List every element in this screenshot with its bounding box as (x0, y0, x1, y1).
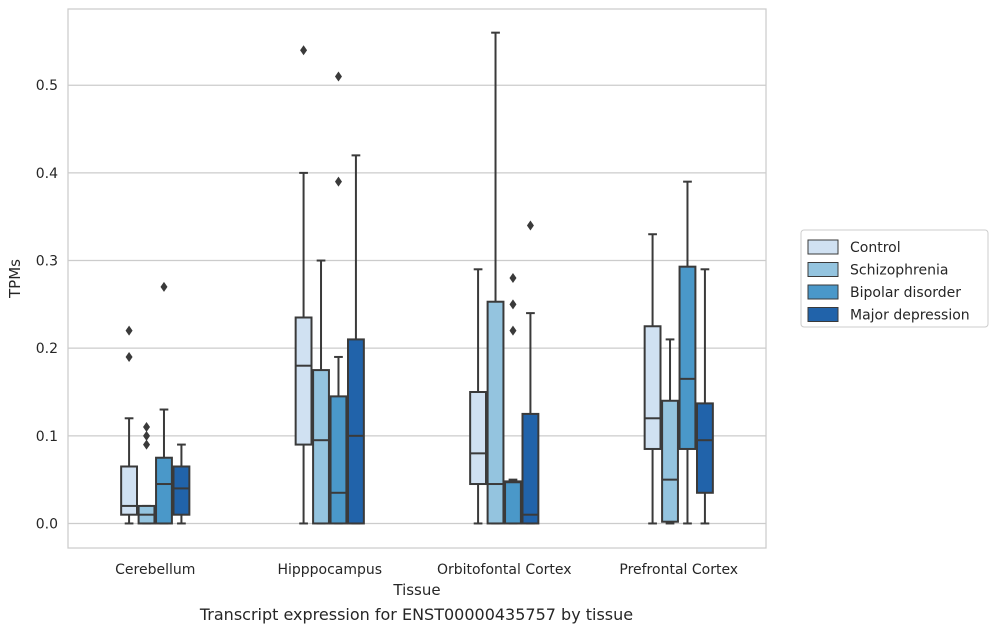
box-bipolar-disorder (678, 180, 697, 525)
outlier-point (160, 281, 168, 292)
box (294, 316, 313, 446)
outlier-point (143, 430, 151, 441)
legend-label: Major depression (850, 308, 970, 324)
legend: Control Schizophrenia Bipolar disorder Majo… (800, 229, 989, 328)
box-schizophrenia (137, 422, 156, 525)
legend-swatch (807, 307, 839, 322)
box-major-depression (347, 154, 365, 525)
boxes (120, 31, 714, 525)
box (172, 465, 191, 516)
box-bipolar-disorder (155, 281, 173, 525)
legend-frame (800, 229, 989, 328)
box-bipolar-disorder (504, 273, 522, 525)
box-schizophrenia (661, 338, 679, 525)
box-major-depression (172, 443, 191, 525)
box (155, 456, 173, 525)
box (347, 338, 365, 525)
y-tick-label: 0.5 (36, 78, 58, 94)
box-schizophrenia (312, 259, 330, 525)
box (504, 480, 522, 525)
y-tick-label: 0.2 (36, 341, 58, 357)
box (661, 399, 679, 523)
legend-label: Bipolar disorder (850, 285, 961, 301)
box-bipolar-disorder (329, 71, 348, 525)
x-tick-label: Cerebellum (115, 562, 195, 578)
box (120, 465, 139, 516)
legend-swatch (807, 284, 839, 300)
outlier-point (334, 71, 342, 82)
outlier-point (509, 273, 517, 284)
x-axis-label: Tissue (392, 581, 440, 599)
x-tick-label: Orbitofontal Cortex (437, 562, 572, 578)
box-control (120, 325, 139, 525)
outlier-point (334, 176, 342, 187)
y-tick-label: 0.0 (36, 516, 58, 532)
outlier-point (526, 220, 534, 231)
outlier-point (509, 299, 517, 310)
outlier-point (143, 439, 151, 450)
box-schizophrenia (486, 31, 505, 525)
box (696, 402, 714, 494)
y-tick-label: 0.1 (36, 429, 58, 445)
figure-caption: Transcript expression for ENST0000043575… (199, 605, 634, 624)
x-tick-labels: Cerebellum Hipppocampus Orbitofontal Corte… (115, 562, 738, 578)
outlier-point (509, 325, 517, 336)
y-axis-label: TPMs (6, 259, 24, 299)
box-major-depression (521, 220, 540, 525)
plot-frame (67, 8, 767, 549)
y-tick-label: 0.3 (36, 254, 58, 270)
x-tick-label: Prefrontal Cortex (619, 562, 738, 578)
box-control (294, 45, 313, 525)
legend-label: Control (850, 240, 901, 256)
box-control (643, 233, 662, 525)
box (643, 325, 662, 450)
box (312, 369, 330, 525)
box-control (469, 268, 487, 525)
y-tick-labels: 0.0 0.1 0.2 0.3 0.4 0.5 (36, 78, 58, 532)
outlier-point (300, 45, 308, 56)
box-major-depression (696, 268, 714, 525)
legend-swatch (807, 239, 839, 255)
outlier-point (125, 351, 133, 362)
box (486, 300, 505, 525)
outlier-point (143, 422, 151, 433)
outlier-point (125, 325, 133, 336)
x-tick-label: Hipppocampus (277, 562, 382, 578)
legend-swatch (807, 262, 839, 277)
legend-label: Schizophrenia (850, 263, 948, 279)
y-tick-label: 0.4 (36, 166, 58, 182)
box (469, 390, 487, 486)
box (678, 265, 697, 450)
box (521, 412, 540, 525)
box (329, 395, 348, 525)
